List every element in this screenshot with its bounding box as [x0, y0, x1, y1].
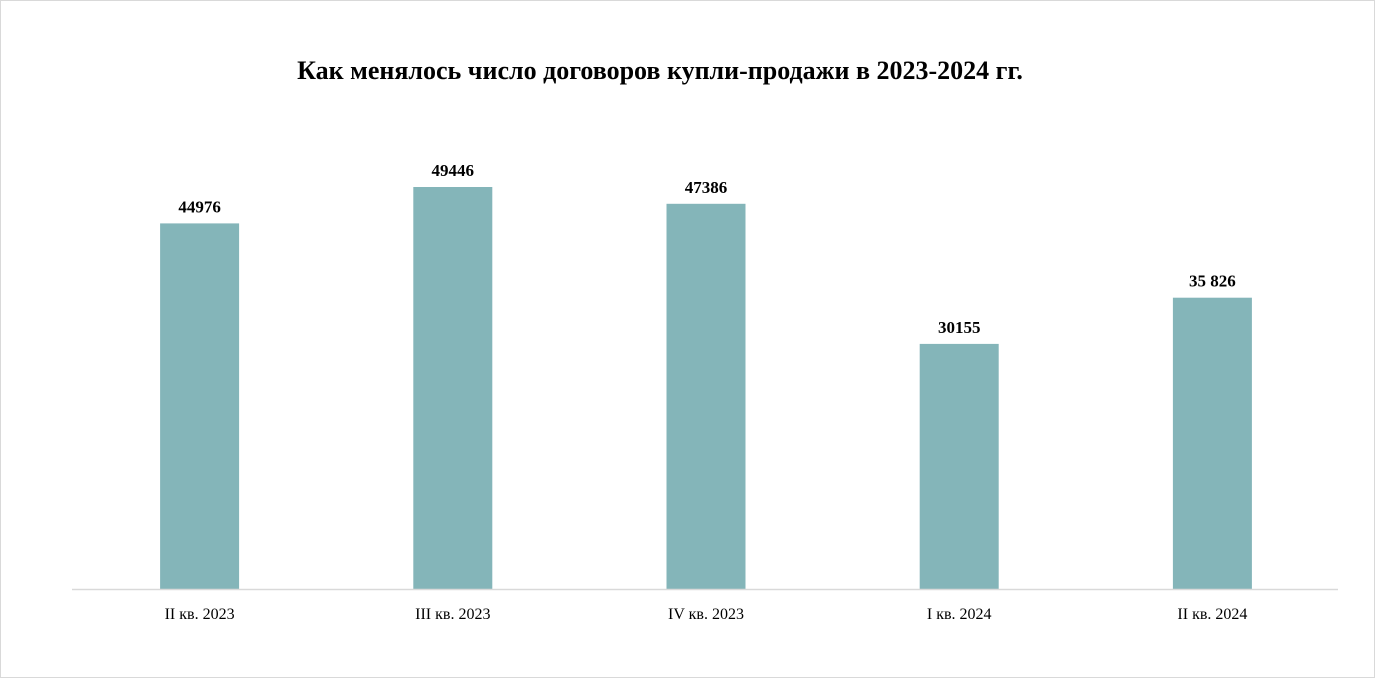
x-tick-label-1: II кв. 2023	[165, 606, 235, 623]
data-label-3: 47386	[685, 178, 728, 197]
x-tick-label-3: IV кв. 2023	[668, 606, 744, 623]
labels-layer: 44976 II кв. 2023 49446 III кв. 2023 47386 IV…	[165, 161, 1248, 623]
x-tick-label-2: III кв. 2023	[415, 606, 490, 623]
x-tick-label-4: I кв. 2024	[927, 606, 992, 623]
data-label-5: 35 826	[1189, 272, 1236, 291]
chart-title: Как менялось число договоров купли-прода…	[297, 56, 1023, 85]
data-label-4: 30155	[938, 318, 981, 337]
bar-5	[1172, 297, 1252, 589]
bars-layer	[160, 187, 1252, 590]
bar-2	[413, 187, 493, 589]
bar-4	[919, 343, 999, 589]
data-label-2: 49446	[432, 161, 475, 180]
x-tick-label-5: II кв. 2024	[1177, 606, 1247, 623]
data-label-1: 44976	[178, 197, 221, 216]
bar-1	[160, 223, 240, 589]
bar-3	[666, 203, 746, 590]
